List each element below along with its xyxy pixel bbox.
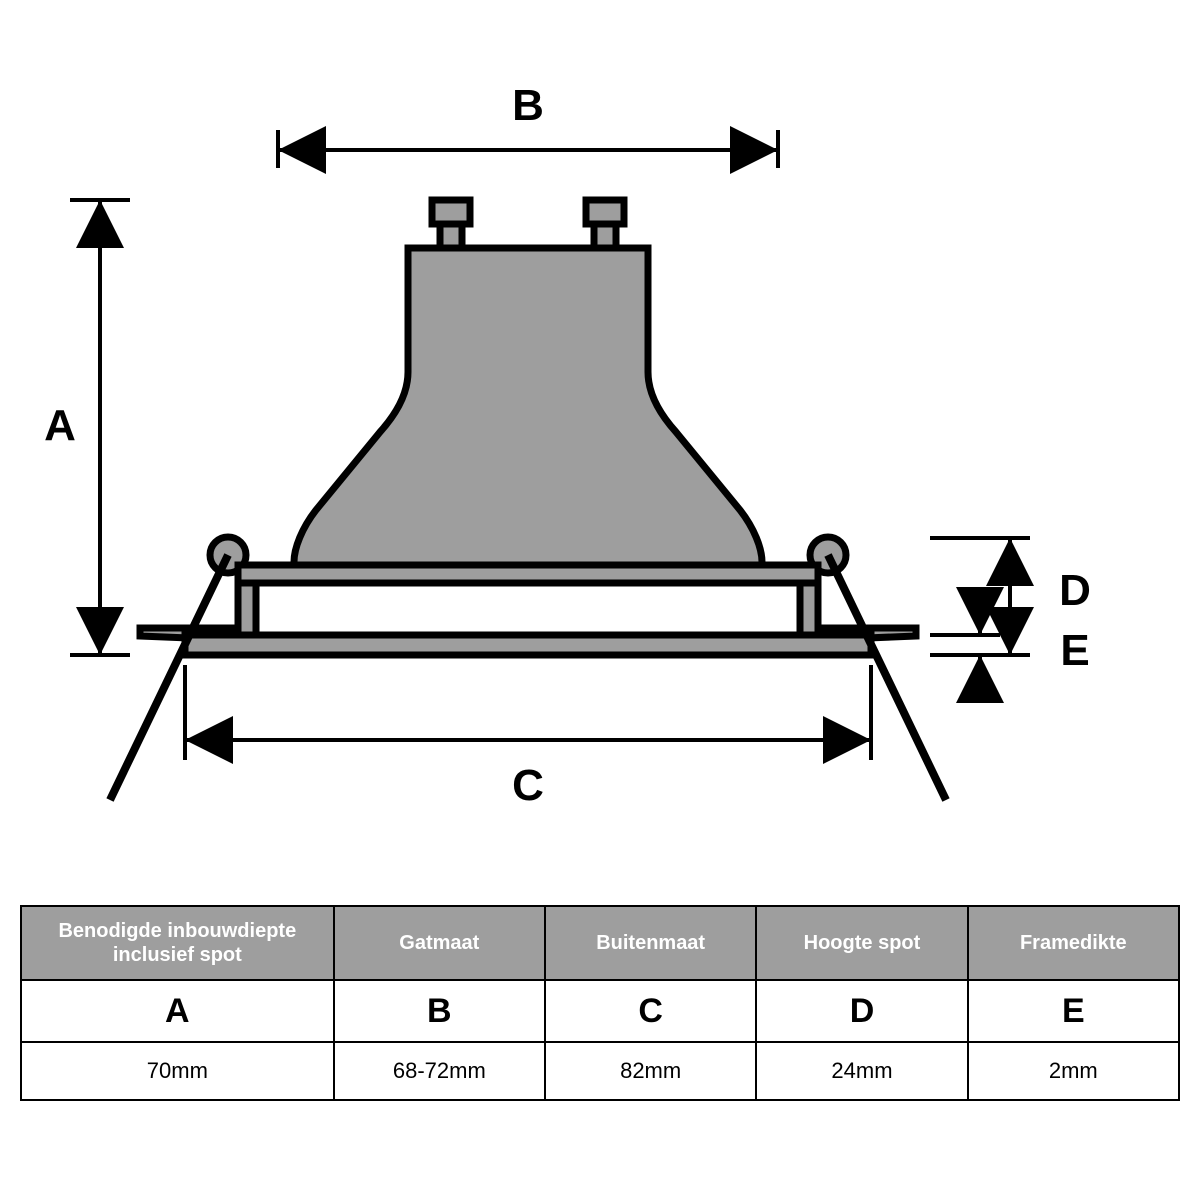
col-value: 68-72mm [334,1042,545,1100]
col-value: 24mm [756,1042,967,1100]
col-letter: C [545,980,756,1042]
col-letter: A [21,980,334,1042]
col-header: Buitenmaat [545,906,756,980]
col-header: Benodigde inbouwdiepte inclusief spot [21,906,334,980]
col-letter: E [968,980,1179,1042]
dimensions-table: Benodigde inbouwdiepte inclusief spot Ga… [20,905,1180,1101]
bezel-plate [185,635,871,655]
col-letter: B [334,980,545,1042]
bulb-prongs [432,200,624,248]
col-header: Gatmaat [334,906,545,980]
holder-top [238,565,818,583]
table-row: A B C D E [21,980,1179,1042]
col-letter: D [756,980,967,1042]
bulb-body [294,248,762,570]
col-value: 82mm [545,1042,756,1100]
spring-clip-right [828,555,946,800]
col-header: Hoogte spot [756,906,967,980]
dim-label-a: A [44,401,76,450]
table-row: 70mm 68-72mm 82mm 24mm 2mm [21,1042,1179,1100]
col-value: 2mm [968,1042,1179,1100]
col-header: Framedikte [968,906,1179,980]
table-row: Benodigde inbouwdiepte inclusief spot Ga… [21,906,1179,980]
dim-label-e: E [1060,626,1089,675]
spring-clip-left [110,555,228,800]
diagram-canvas: B A [0,0,1200,1200]
dim-label-c: C [512,761,544,810]
col-value: 70mm [21,1042,334,1100]
dim-label-b: B [512,81,544,130]
dim-label-d: D [1059,566,1091,615]
spotlight-drawing: B A [0,0,1200,900]
